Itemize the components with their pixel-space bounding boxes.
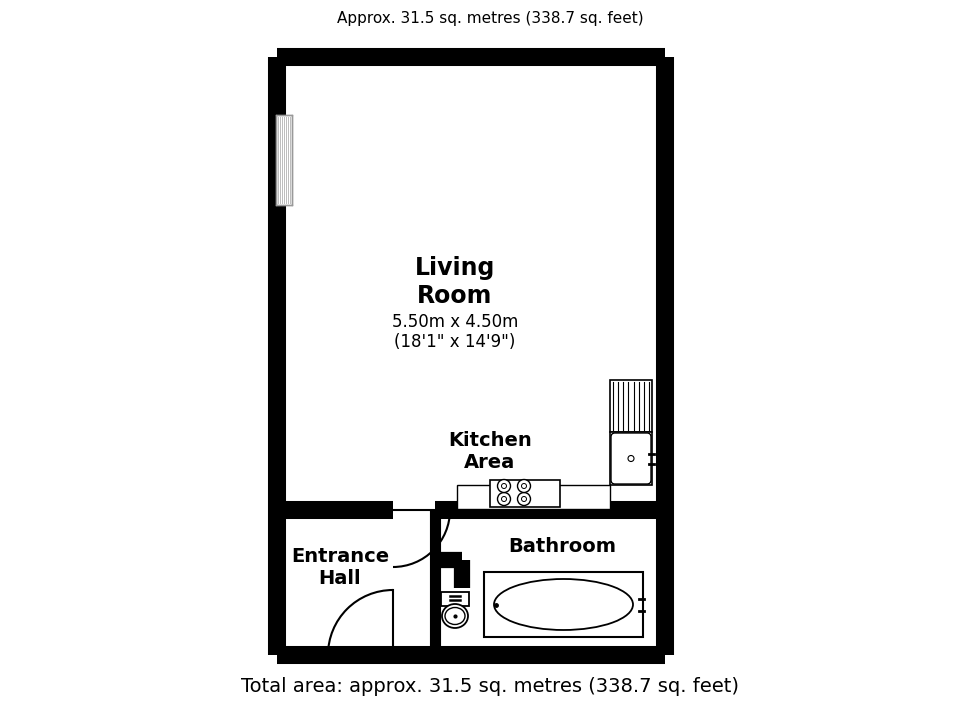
Circle shape xyxy=(498,493,511,506)
Text: Total area: approx. 31.5 sq. metres (338.7 sq. feet): Total area: approx. 31.5 sq. metres (338… xyxy=(241,678,739,696)
Text: Bathroom: Bathroom xyxy=(508,538,616,557)
Bar xyxy=(610,380,652,432)
Circle shape xyxy=(502,496,507,501)
Circle shape xyxy=(517,479,530,493)
Bar xyxy=(610,432,652,485)
Circle shape xyxy=(502,483,507,488)
FancyBboxPatch shape xyxy=(611,433,651,484)
Text: Approx. 31.5 sq. metres (338.7 sq. feet): Approx. 31.5 sq. metres (338.7 sq. feet) xyxy=(337,11,643,26)
Bar xyxy=(490,480,560,507)
Circle shape xyxy=(498,479,511,493)
Ellipse shape xyxy=(442,604,468,628)
Circle shape xyxy=(521,483,526,488)
Circle shape xyxy=(628,456,634,461)
Text: Living
Room: Living Room xyxy=(415,256,495,308)
Text: Entrance
Hall: Entrance Hall xyxy=(291,547,389,587)
Text: 5.50m x 4.50m
(18'1" x 14'9"): 5.50m x 4.50m (18'1" x 14'9") xyxy=(392,313,518,352)
Ellipse shape xyxy=(494,579,633,630)
Circle shape xyxy=(521,496,526,501)
Circle shape xyxy=(517,493,530,506)
Ellipse shape xyxy=(445,607,465,624)
Bar xyxy=(457,485,610,509)
Bar xyxy=(276,115,292,205)
Bar xyxy=(441,592,469,606)
Text: Kitchen
Area: Kitchen Area xyxy=(448,431,532,473)
Bar xyxy=(484,572,643,637)
